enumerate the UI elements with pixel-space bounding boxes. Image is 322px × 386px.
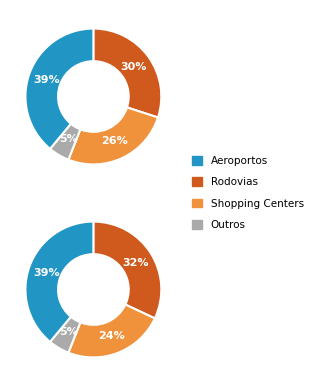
Wedge shape xyxy=(25,222,93,342)
Text: 5%: 5% xyxy=(59,134,78,144)
Text: 30%: 30% xyxy=(120,63,147,72)
Text: 32%: 32% xyxy=(122,258,148,268)
Wedge shape xyxy=(68,107,158,164)
Text: 24%: 24% xyxy=(98,331,125,340)
Text: 39%: 39% xyxy=(33,75,60,85)
Wedge shape xyxy=(93,29,161,117)
Wedge shape xyxy=(25,29,93,149)
Wedge shape xyxy=(68,305,155,357)
Wedge shape xyxy=(50,124,80,160)
Text: 5%: 5% xyxy=(59,327,78,337)
Text: 39%: 39% xyxy=(33,268,60,278)
Text: 26%: 26% xyxy=(101,136,128,146)
Wedge shape xyxy=(93,222,161,318)
Wedge shape xyxy=(50,317,80,353)
Legend: Aeroportos, Rodovias, Shopping Centers, Outros: Aeroportos, Rodovias, Shopping Centers, … xyxy=(192,156,304,230)
